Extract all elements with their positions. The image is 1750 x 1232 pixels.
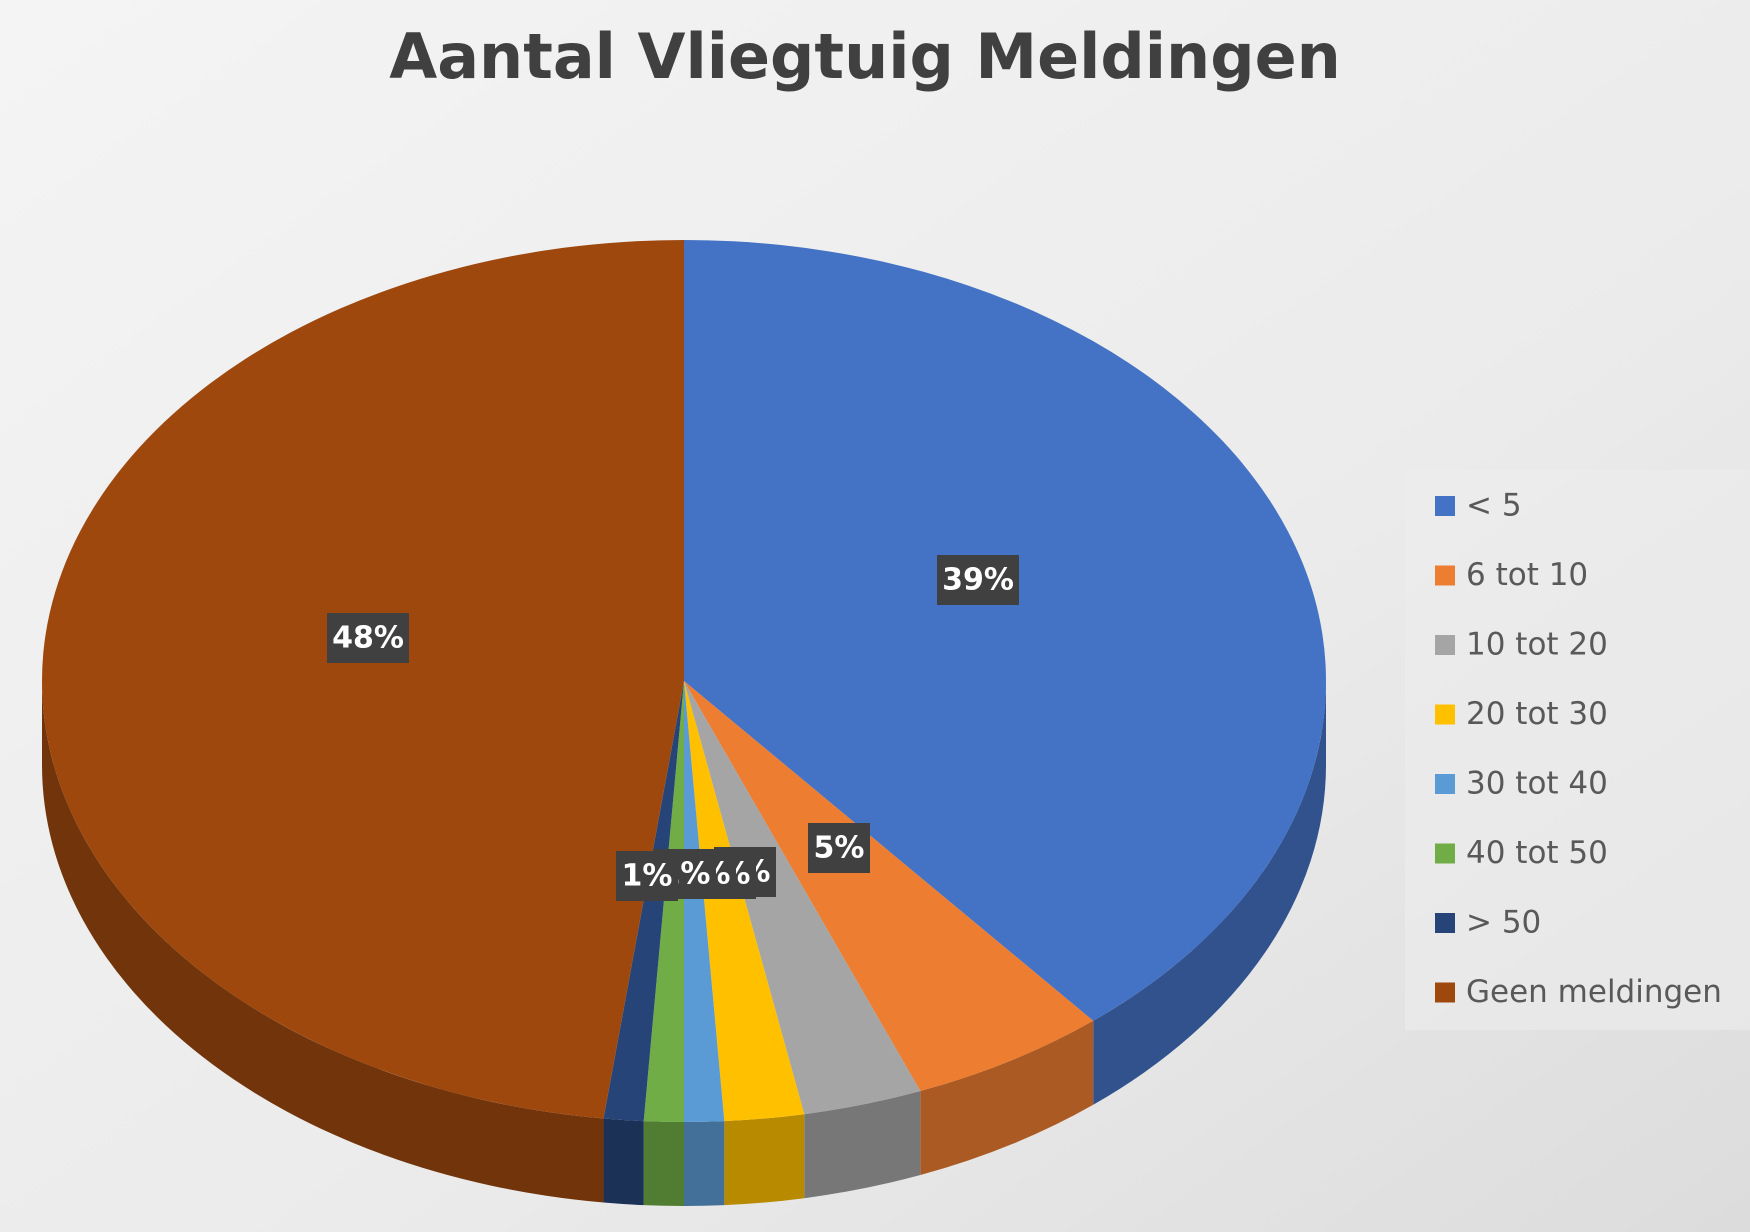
data-label-box <box>808 823 870 873</box>
pie-slice-side <box>603 1118 644 1206</box>
data-label-box <box>937 555 1019 605</box>
legend-swatch <box>1435 774 1455 794</box>
data-label: 5% <box>814 831 865 866</box>
pie-slice-side <box>1093 681 1326 1105</box>
pie-slice <box>41 240 684 1119</box>
legend-label: 6 tot 10 <box>1466 557 1588 593</box>
legend-label: < 5 <box>1466 488 1522 524</box>
legend-label: 30 tot 40 <box>1466 766 1608 802</box>
pie-slice-side <box>804 1091 921 1199</box>
legend: < 5 6 tot 10 10 tot 20 20 tot 30 30 tot 40 40… <box>1405 470 1750 1030</box>
pie-slice-side <box>684 1121 725 1206</box>
pie-slice-side <box>724 1114 805 1206</box>
chart-title: Aantal Vliegtuig Meldingen <box>389 20 1341 93</box>
pie <box>41 240 1326 1206</box>
legend-label: 10 tot 20 <box>1466 627 1608 663</box>
legend-swatch <box>1435 913 1455 933</box>
pie-slice-side <box>643 1121 684 1206</box>
pie-slice <box>603 681 684 1122</box>
legend-swatch <box>1435 982 1455 1003</box>
pie-slice-side <box>920 1020 1094 1176</box>
legend-swatch <box>1435 565 1455 586</box>
legend-label: > 50 <box>1466 905 1541 941</box>
legend-swatch <box>1435 496 1455 516</box>
legend-label: Geen meldingen <box>1466 974 1722 1010</box>
pie-slice <box>684 681 921 1115</box>
legend-swatch <box>1435 635 1455 655</box>
data-label: 39% <box>942 563 1014 598</box>
pie-slice <box>684 681 1094 1092</box>
data-label: 48% <box>332 621 404 656</box>
legend-label: 40 tot 50 <box>1466 835 1608 871</box>
data-labels: 3%2%1%1%1%5%39%48% <box>327 555 1019 901</box>
pie-slice <box>684 681 805 1122</box>
pie-slice <box>684 240 1326 1021</box>
data-label-box <box>616 851 678 901</box>
legend-swatch <box>1435 704 1455 725</box>
data-label: 1% <box>622 859 673 894</box>
legend-box <box>1405 470 1750 1030</box>
pie-slice <box>684 681 725 1122</box>
data-label-box <box>327 613 409 663</box>
pie-slice <box>643 681 684 1122</box>
legend-label: 20 tot 30 <box>1466 696 1608 732</box>
pie-slice-side <box>42 681 604 1203</box>
legend-swatch <box>1435 843 1455 864</box>
